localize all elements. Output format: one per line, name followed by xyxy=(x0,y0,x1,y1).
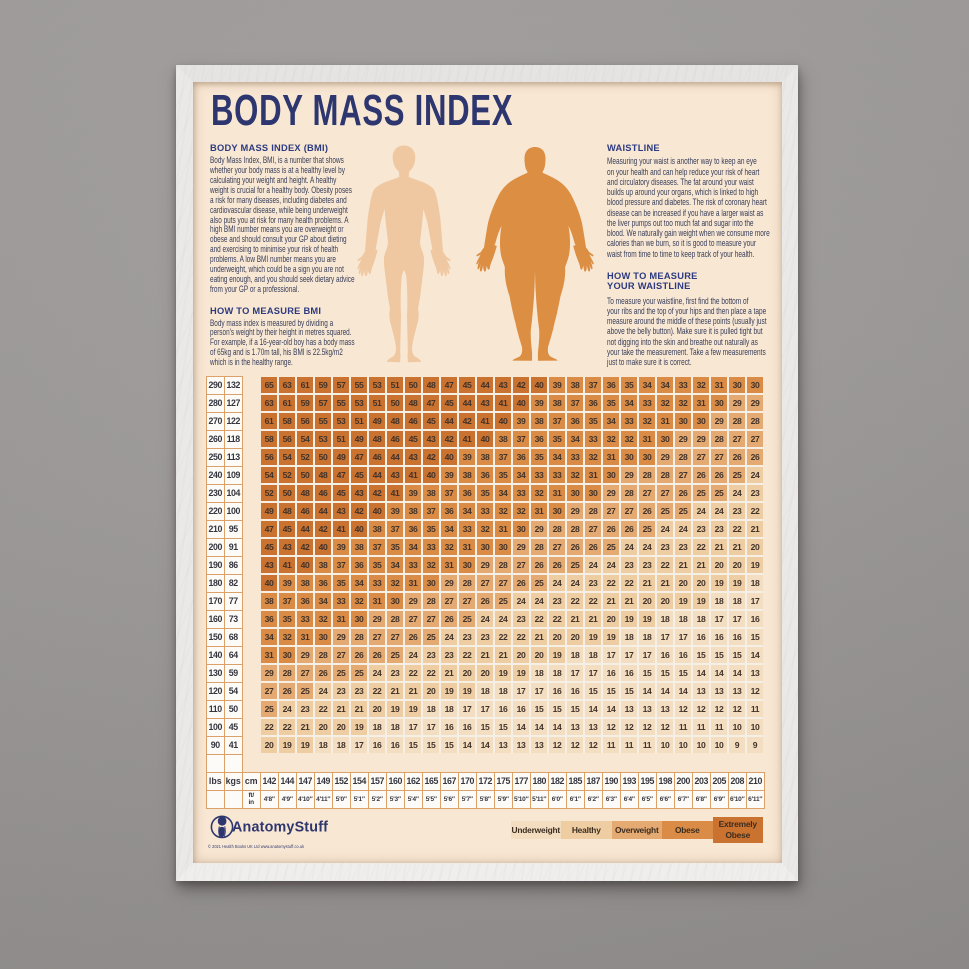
svg-text:AnatomyStuff: AnatomyStuff xyxy=(232,819,328,835)
